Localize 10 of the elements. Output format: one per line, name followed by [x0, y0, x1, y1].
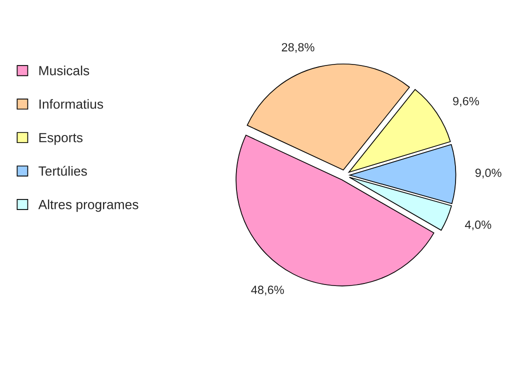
legend-label: Musicals [39, 66, 90, 76]
data-label: 9,6% [453, 96, 479, 107]
legend-label: Altres programes [38, 200, 138, 212]
legend-label: Esports [39, 133, 83, 145]
data-label: 4,0% [464, 220, 492, 230]
data-label: 48,6% [251, 286, 284, 296]
legend-label: Informatius [40, 99, 104, 109]
data-label: 9,0% [475, 168, 502, 178]
data-label: 28,8% [282, 43, 314, 53]
legend-label: Tertúlies [38, 166, 87, 176]
